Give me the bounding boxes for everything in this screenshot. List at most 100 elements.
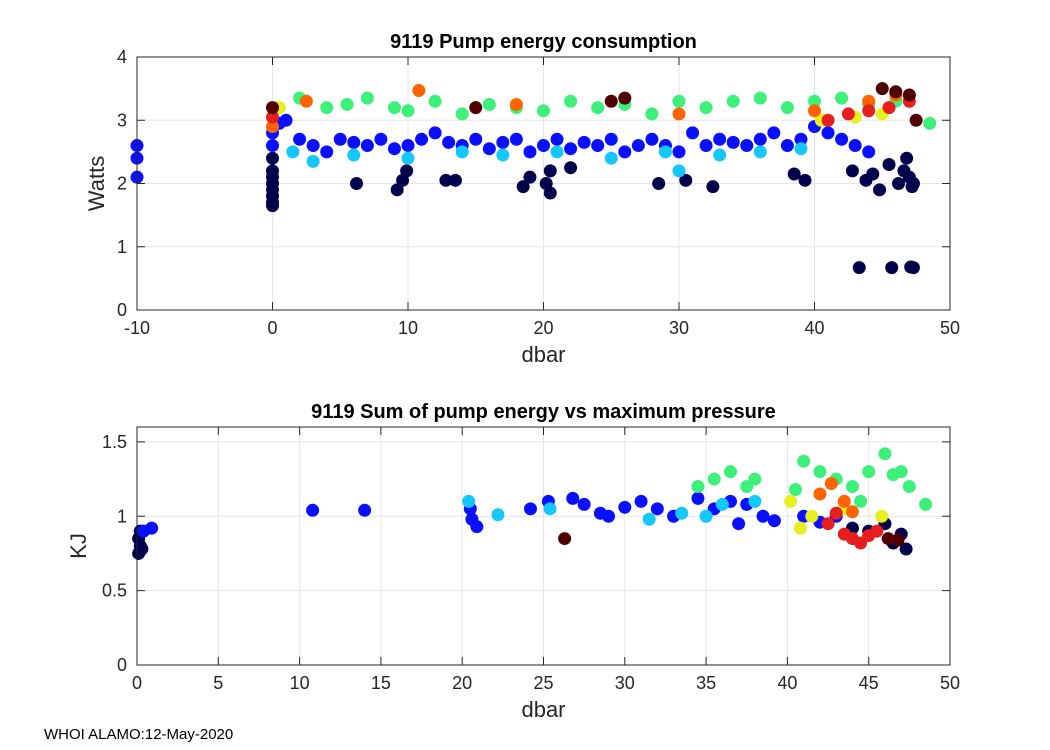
data-point: [672, 145, 686, 159]
data-point: [401, 139, 415, 153]
data-point: [873, 183, 887, 197]
x-tick-label: 40: [804, 318, 824, 338]
series-orange: [266, 84, 903, 134]
data-point: [715, 497, 729, 511]
data-point: [813, 487, 827, 501]
data-point: [821, 113, 835, 127]
data-point: [482, 142, 496, 156]
data-point: [748, 472, 762, 486]
data-point: [906, 261, 920, 275]
x-tick-label: 0: [132, 673, 142, 693]
data-point: [909, 113, 923, 127]
data-point: [845, 164, 859, 178]
data-point: [726, 94, 740, 108]
data-point: [537, 139, 550, 153]
data-point: [462, 494, 476, 508]
data-point: [469, 101, 483, 115]
data-point: [448, 173, 462, 187]
data-point: [845, 480, 859, 493]
data-point: [286, 145, 300, 159]
series-orange: [813, 477, 859, 519]
data-point: [469, 132, 483, 146]
series-green: [691, 447, 933, 511]
data-point: [899, 542, 913, 556]
data-point: [787, 167, 801, 181]
data-point: [780, 139, 794, 153]
data-point: [866, 167, 880, 181]
data-point: [347, 148, 361, 162]
data-point: [543, 186, 557, 200]
data-point: [358, 503, 372, 517]
data-point: [543, 502, 557, 516]
data-point: [753, 145, 767, 159]
data-point: [793, 521, 807, 535]
data-point: [401, 104, 415, 118]
data-point: [798, 173, 812, 187]
data-point: [881, 532, 895, 546]
data-point: [753, 132, 767, 146]
x-tick-label: 25: [533, 673, 553, 693]
data-point: [821, 126, 835, 140]
data-point: [523, 502, 537, 516]
chart-panel-2: 0 5 10 15 20 25 30 35 40 45 50 0 0.5 1 1.5 9119 Sum of …: [66, 401, 960, 722]
data-point: [862, 94, 876, 108]
data-point: [767, 126, 781, 140]
series-red: [821, 506, 884, 550]
data-point: [797, 454, 811, 468]
data-point: [713, 148, 727, 162]
data-point: [266, 164, 279, 178]
data-point: [306, 154, 320, 168]
chart-title: 9119 Sum of pump energy vs maximum press…: [311, 401, 776, 423]
data-point: [523, 170, 537, 184]
series-darkred: [266, 82, 923, 127]
data-point: [412, 84, 426, 98]
data-point: [691, 491, 705, 505]
data-point: [604, 94, 618, 108]
data-point: [564, 94, 578, 108]
data-point: [509, 97, 523, 111]
data-point: [523, 145, 537, 159]
data-point: [713, 132, 727, 146]
data-point: [509, 132, 523, 146]
data-point: [558, 532, 572, 546]
data-point: [808, 94, 821, 108]
y-tick-label: 4: [117, 47, 127, 67]
data-point: [699, 101, 713, 115]
x-tick-label: 50: [940, 318, 960, 338]
data-point: [306, 139, 320, 153]
data-point: [672, 107, 686, 121]
data-point: [145, 521, 159, 535]
data-point: [293, 132, 307, 146]
data-point: [390, 183, 404, 197]
data-point: [401, 151, 415, 165]
data-point: [266, 120, 279, 134]
data-point: [894, 465, 908, 479]
data-point: [299, 94, 313, 108]
data-point: [455, 107, 469, 121]
y-tick-label: 0.5: [102, 581, 127, 601]
data-point: [320, 101, 334, 115]
data-point: [691, 480, 705, 493]
data-point: [837, 494, 851, 508]
x-tick-label: 20: [533, 318, 553, 338]
data-point: [870, 524, 884, 538]
data-point: [591, 139, 605, 153]
data-point: [543, 164, 557, 178]
data-point: [415, 132, 429, 146]
data-point: [854, 494, 868, 508]
data-point: [604, 151, 618, 165]
x-tick-label: 20: [452, 673, 472, 693]
data-point: [740, 139, 754, 153]
series-yellow: [272, 101, 889, 127]
data-point: [566, 491, 580, 505]
y-tick-label: 2: [117, 174, 127, 194]
data-point: [892, 177, 906, 190]
x-tick-label: 35: [696, 673, 716, 693]
data-point: [482, 97, 496, 111]
series-green: [293, 91, 937, 130]
data-point: [618, 145, 632, 159]
data-point: [753, 91, 767, 105]
data-point: [845, 505, 859, 519]
data-point: [732, 517, 746, 531]
